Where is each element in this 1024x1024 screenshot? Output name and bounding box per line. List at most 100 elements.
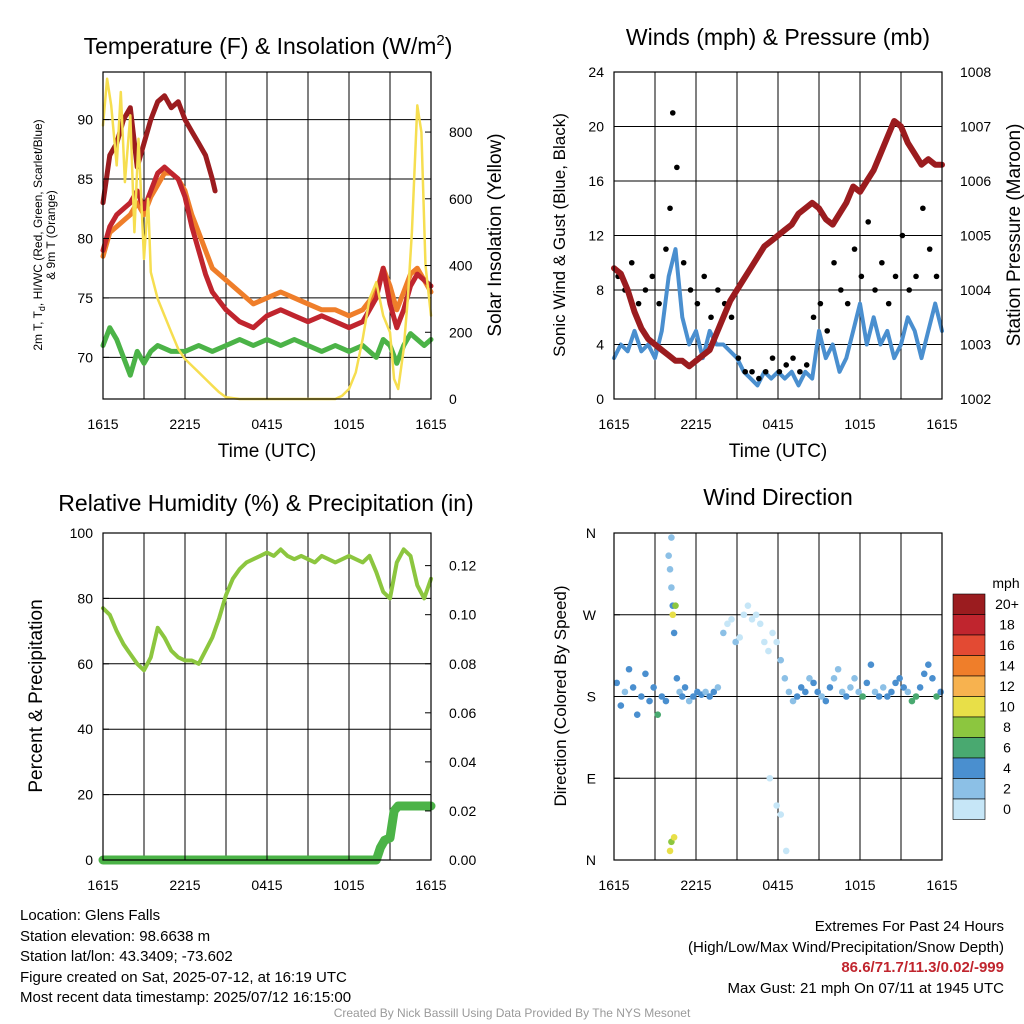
gust-point <box>844 300 851 307</box>
humidity-series <box>98 547 436 865</box>
direction-point <box>744 602 752 609</box>
direction-point <box>773 638 780 646</box>
gust-point <box>667 205 673 212</box>
direction-point <box>904 688 912 696</box>
direction-point <box>666 566 674 573</box>
temperature-x-axis-label: Time (UTC) <box>218 441 317 462</box>
x-tick-label: 1615 <box>415 877 446 893</box>
gust-point <box>872 287 878 293</box>
direction-point <box>662 697 670 705</box>
direction-point <box>892 679 899 687</box>
right-y-tick-label: 1003 <box>960 337 991 353</box>
humidity-panel-title: Relative Humidity (%) & Precipitation (i… <box>58 490 473 516</box>
left-y-tick-label: 80 <box>77 590 93 606</box>
temperature-left-axis-label-line2: & 9m T (Orange) <box>44 190 58 280</box>
winds-panel-title: Winds (mph) & Pressure (mb) <box>626 24 930 50</box>
direction-tick-label: S <box>587 689 596 705</box>
x-tick-label: 1015 <box>844 877 875 893</box>
colorbar: 20+ 18 16 14 12 10 8 6 4 2 0 <box>952 593 1019 820</box>
right-y-tick-label: 1006 <box>960 173 991 189</box>
direction-point <box>884 693 891 700</box>
x-tick-label: 1015 <box>333 877 364 893</box>
direction-point <box>838 688 846 696</box>
series-line <box>100 170 434 319</box>
right-y-tick-label: 400 <box>449 258 473 274</box>
station-elevation: Station elevation: 98.6638 m <box>20 927 211 945</box>
direction-point <box>855 688 862 696</box>
direction-point <box>668 534 675 541</box>
right-y-tick-label: 200 <box>449 324 473 340</box>
x-tick-label: 1615 <box>926 416 957 432</box>
colorbar-swatch <box>952 737 986 759</box>
x-tick-label: 0415 <box>251 416 282 432</box>
direction-point <box>888 688 895 696</box>
temperature-panel: Temperature (F) & Insolation (W/m2) 1615… <box>31 32 506 462</box>
gust-point <box>694 300 701 307</box>
right-y-tick-label: 1007 <box>960 119 991 135</box>
gust-point <box>885 300 892 307</box>
series-line <box>100 164 434 331</box>
right-y-tick-label: 0.10 <box>449 607 476 623</box>
x-tick-label: 0415 <box>251 877 282 893</box>
gust-point <box>742 368 748 375</box>
series-line <box>100 325 434 378</box>
direction-point <box>658 693 666 700</box>
gust-point <box>899 232 906 239</box>
colorbar-label: 2 <box>1003 781 1011 797</box>
colorbar-label: 20+ <box>995 596 1019 612</box>
direction-point <box>665 552 672 560</box>
direction-point <box>681 684 689 691</box>
gust-point <box>851 246 858 252</box>
direction-point <box>822 697 830 705</box>
right-y-tick-label: 0.12 <box>449 558 476 574</box>
colorbar-label: 10 <box>999 699 1015 715</box>
gust-point <box>635 300 642 307</box>
direction-panel: Wind Direction 1615 2215 0415 1015 1615NESWN… <box>551 484 1020 893</box>
left-y-tick-label: 24 <box>588 64 604 80</box>
direction-point <box>673 675 681 682</box>
direction-tick-label: N <box>586 525 596 541</box>
direction-point <box>797 684 805 691</box>
credit-line: Created By Nick Bassill Using Data Provi… <box>333 1006 691 1020</box>
colorbar-swatch <box>952 696 986 718</box>
direction-point <box>912 693 920 700</box>
direction-point <box>933 693 940 700</box>
direction-point <box>706 693 713 700</box>
left-y-tick-label: 75 <box>77 290 93 306</box>
series-line <box>98 801 436 865</box>
gust-point <box>933 273 940 280</box>
colorbar-label: 12 <box>999 678 1015 694</box>
direction-point <box>830 675 838 682</box>
gust-point <box>687 287 694 293</box>
winds-series <box>611 110 945 388</box>
direction-point <box>879 684 887 691</box>
direction-point <box>859 693 867 700</box>
direction-point <box>793 693 801 700</box>
direction-point <box>702 688 709 696</box>
humidity-tick-labels: 1615 2215 0415 1015 1615 0 20 40 60 80 100 0.00 0.02… <box>70 525 477 893</box>
series-line <box>611 118 945 370</box>
direction-point <box>714 684 722 691</box>
direction-point <box>929 675 936 682</box>
colorbar-swatch <box>952 634 986 656</box>
gust-point <box>749 368 755 375</box>
direction-point <box>629 684 637 691</box>
gust-point <box>728 314 735 321</box>
gust-point <box>656 300 662 307</box>
right-y-tick-label: 1002 <box>960 391 991 407</box>
right-y-tick-label: 800 <box>449 124 473 140</box>
direction-point <box>650 684 657 691</box>
left-y-tick-label: 0 <box>596 391 604 407</box>
x-tick-label: 2215 <box>169 877 200 893</box>
direction-point <box>781 675 789 682</box>
left-y-tick-label: 85 <box>77 171 93 187</box>
gust-point <box>906 287 912 293</box>
direction-left-axis-label: Direction (Colored By Speed) <box>551 585 570 806</box>
direction-point <box>752 611 760 619</box>
extremes-title: Extremes For Past 24 Hours <box>814 918 1004 935</box>
gust-point <box>926 246 933 252</box>
direction-series <box>613 534 944 855</box>
colorbar-label: 16 <box>999 637 1015 653</box>
direction-point <box>621 688 629 696</box>
